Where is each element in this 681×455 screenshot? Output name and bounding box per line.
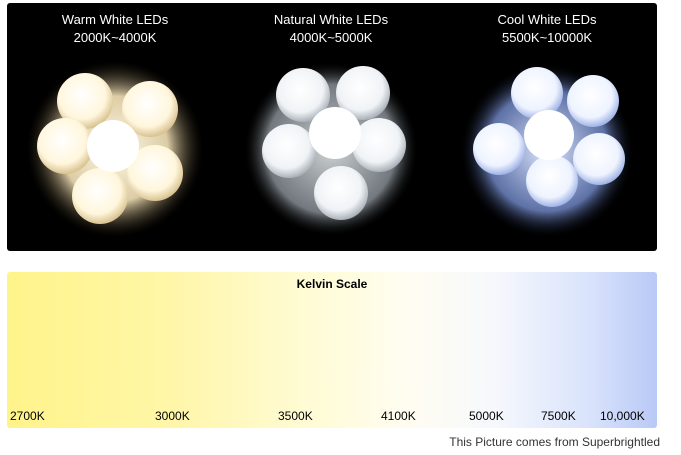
led-group-title: Cool White LEDs — [497, 12, 597, 27]
led-cluster-image — [461, 65, 633, 237]
kelvin-scale-bar: Kelvin Scale 2700K 3000K 3500K 4100K 500… — [7, 272, 657, 428]
led-group-title: Natural White LEDs — [273, 12, 389, 27]
led-group-title: Warm White LEDs — [61, 12, 169, 27]
kelvin-tick: 3500K — [278, 409, 313, 423]
led-cluster-cool — [457, 61, 637, 241]
image-credit: This Picture comes from Superbrightled — [449, 435, 660, 449]
led-group-warm: Warm White LEDs 2000K~4000K — [7, 3, 223, 251]
kelvin-tick: 2700K — [10, 409, 45, 423]
led-group-range: 4000K~5000K — [289, 30, 373, 45]
led-cluster-natural — [241, 61, 421, 241]
kelvin-tick: 4100K — [381, 409, 416, 423]
kelvin-tick: 3000K — [155, 409, 190, 423]
led-group-range: 2000K~4000K — [73, 30, 157, 45]
led-group-natural: Natural White LEDs 4000K~5000K — [223, 3, 439, 251]
kelvin-tick: 7500K — [541, 409, 576, 423]
led-group-range: 5500K~10000K — [501, 30, 592, 45]
led-photo-panel: Warm White LEDs 2000K~4000K — [7, 3, 657, 251]
led-cluster-image — [27, 61, 203, 237]
kelvin-tick: 5000K — [469, 409, 504, 423]
led-cluster-image — [245, 63, 417, 235]
led-cluster-warm — [25, 61, 205, 241]
kelvin-tick: 10,000K — [600, 409, 645, 423]
led-group-cool: Cool White LEDs 5500K~10000K — [439, 3, 655, 251]
kelvin-scale-title: Kelvin Scale — [296, 277, 368, 291]
